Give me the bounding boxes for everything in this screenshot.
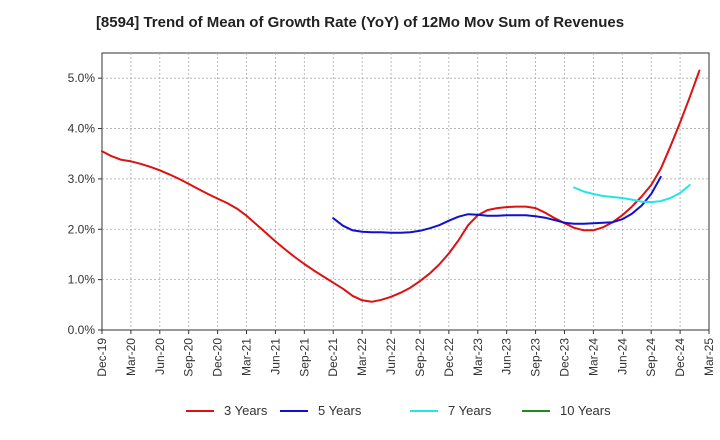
x-tick-label: Dec-19 <box>95 338 109 377</box>
x-tick-label: Sep-23 <box>529 338 543 377</box>
y-tick-label: 5.0% <box>68 71 96 85</box>
x-tick-label: Mar-20 <box>124 338 138 376</box>
x-tick-label: Mar-23 <box>471 338 485 376</box>
plot-area <box>101 52 710 331</box>
chart-title: [8594] Trend of Mean of Growth Rate (YoY… <box>95 14 625 31</box>
y-tick-label: 0.0% <box>68 323 96 337</box>
y-tick-label: 1.0% <box>68 273 96 287</box>
x-tick-label: Jun-23 <box>500 338 514 375</box>
series-line-3-years <box>101 69 701 303</box>
y-tick-label: 4.0% <box>68 122 96 136</box>
legend-label-7-years: 7 Years <box>448 403 492 418</box>
x-tick-label: Jun-22 <box>384 338 398 375</box>
x-tick-label: Mar-25 <box>702 338 716 376</box>
legend-label-5-years: 5 Years <box>318 403 362 418</box>
x-tick-label: Mar-24 <box>586 338 600 376</box>
x-tick-label: Sep-20 <box>182 338 196 377</box>
x-tick-label: Dec-24 <box>673 338 687 377</box>
y-tick-label: 3.0% <box>68 172 96 186</box>
legend-label-10-years: 10 Years <box>560 403 611 418</box>
x-tick-label: Sep-21 <box>297 338 311 377</box>
x-tick-label: Dec-23 <box>557 338 571 377</box>
x-tick-label: Sep-22 <box>413 338 427 377</box>
legend-label-3-years: 3 Years <box>224 403 268 418</box>
y-tick-label: 2.0% <box>68 222 96 236</box>
x-tick-label: Sep-24 <box>644 338 658 377</box>
x-tick-label: Dec-22 <box>442 338 456 377</box>
x-tick-label: Mar-21 <box>240 338 254 376</box>
x-tick-label: Dec-21 <box>326 338 340 377</box>
x-tick-label: Dec-20 <box>211 338 225 377</box>
x-tick-label: Jun-24 <box>615 338 629 375</box>
series-line-7-years <box>573 184 691 204</box>
series-line-5-years <box>332 175 662 234</box>
x-tick-label: Jun-21 <box>268 338 282 375</box>
x-tick-label: Jun-20 <box>153 338 167 375</box>
x-tick-label: Mar-22 <box>355 338 369 376</box>
